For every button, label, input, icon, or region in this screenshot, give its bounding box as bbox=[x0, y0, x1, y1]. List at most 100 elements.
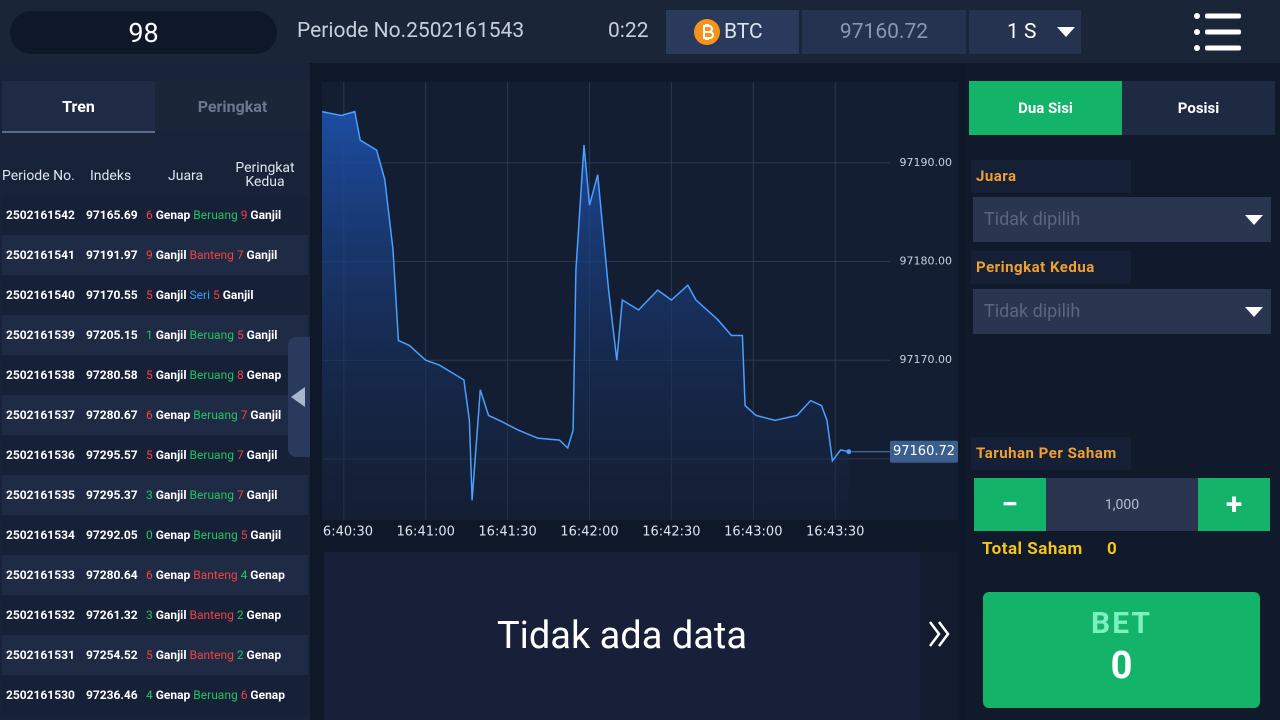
tab-posisi[interactable]: Posisi bbox=[1122, 81, 1275, 135]
y-tick-label: 97180.00 bbox=[900, 255, 953, 268]
current-price: 97160.72 bbox=[893, 444, 955, 459]
kedua-parity: Ganjil bbox=[246, 488, 278, 502]
x-tick-label: 16:41:30 bbox=[478, 525, 536, 540]
kedua-number: 6 bbox=[240, 688, 248, 702]
juara-parity: Ganjil bbox=[155, 368, 187, 382]
juara-trend: Beruang bbox=[193, 208, 238, 222]
juara-trend: Banteng bbox=[189, 248, 234, 262]
menu-button[interactable] bbox=[1193, 12, 1241, 52]
stake-label: Taruhan Per Saham bbox=[971, 437, 1131, 470]
juara: 9 Ganjil Banteng 7 Ganjil bbox=[146, 248, 277, 262]
price-line bbox=[322, 110, 849, 501]
juara-parity: Ganjil bbox=[155, 488, 187, 502]
index: 97295.37 bbox=[86, 488, 138, 502]
table-row: 2502161532 97261.32 3 Ganjil Banteng 2 Gen… bbox=[2, 595, 308, 635]
index: 97165.69 bbox=[86, 208, 138, 222]
expand-button[interactable] bbox=[920, 552, 958, 720]
juara-trend: Beruang bbox=[193, 688, 238, 702]
kedua-number: 2 bbox=[236, 648, 244, 662]
period-no: 2502161533 bbox=[6, 568, 75, 582]
trend-panel: Tren Peringkat Periode No. Indeks Juara … bbox=[0, 63, 310, 720]
column-header: Peringkat Kedua bbox=[235, 160, 295, 190]
juara-parity: Genap bbox=[155, 568, 191, 582]
placeholder: Tidak dipilih bbox=[984, 209, 1081, 230]
juara: 3 Ganjil Banteng 2 Genap bbox=[146, 608, 281, 622]
kedua-number: 8 bbox=[236, 368, 244, 382]
juara-number: 4 bbox=[146, 688, 153, 702]
bet-count: 0 bbox=[1110, 644, 1133, 688]
total-value: 0 bbox=[1107, 539, 1118, 559]
table-row: 2502161530 97236.46 4 Genap Beruang 6 Gena… bbox=[2, 675, 308, 715]
tab-dua-sisi[interactable]: Dua Sisi bbox=[969, 81, 1122, 135]
interval: 1 S bbox=[1007, 20, 1037, 44]
table-row: 2502161537 97280.67 6 Genap Beruang 7 Ganj… bbox=[2, 395, 308, 435]
y-tick-label: 97190.00 bbox=[900, 156, 953, 169]
column-header: Periode No. bbox=[2, 168, 75, 184]
table-row: 2502161534 97292.05 0 Genap Beruang 5 Ganj… bbox=[2, 515, 308, 555]
bet-panel: Dua Sisi Posisi Juara Tidak dipilih Peri… bbox=[965, 63, 1280, 720]
juara-number: 6 bbox=[146, 408, 153, 422]
coin: BTC bbox=[724, 20, 763, 44]
placeholder: Tidak dipilih bbox=[984, 301, 1081, 322]
bet-button[interactable]: BET 0 bbox=[983, 592, 1260, 708]
juara-parity: Genap bbox=[155, 408, 191, 422]
collapse-button[interactable] bbox=[288, 337, 310, 457]
kedua-parity: Genap bbox=[250, 688, 285, 702]
juara-select[interactable]: Tidak dipilih bbox=[973, 197, 1271, 242]
juara-trend: Beruang bbox=[189, 448, 234, 462]
juara-parity: Ganjil bbox=[155, 448, 187, 462]
kedua-select[interactable]: Tidak dipilih bbox=[973, 289, 1271, 334]
juara: 6 Genap Beruang 7 Ganjil bbox=[146, 408, 281, 422]
positions-panel: Tidak ada data bbox=[324, 552, 920, 720]
period-no: 2502161540 bbox=[6, 288, 75, 302]
period-no: 2502161532 bbox=[6, 608, 75, 622]
kedua-parity: Ganjil bbox=[222, 288, 254, 302]
minus-button[interactable]: − bbox=[974, 478, 1046, 531]
juara-number: 6 bbox=[146, 568, 153, 582]
dropdown-icon bbox=[1057, 27, 1075, 37]
juara: 5 Ganjil Beruang 8 Genap bbox=[146, 368, 281, 382]
juara: 3 Ganjil Beruang 7 Ganjil bbox=[146, 488, 277, 502]
coin-select[interactable]: BTC bbox=[666, 10, 799, 54]
juara-trend: Beruang bbox=[189, 488, 234, 502]
plus-button[interactable]: + bbox=[1198, 478, 1270, 531]
table-row: 2502161542 97165.69 6 Genap Beruang 9 Ganj… bbox=[2, 195, 308, 235]
index: 97205.15 bbox=[86, 328, 138, 342]
kedua-parity: Ganjil bbox=[250, 528, 282, 542]
juara-number: 1 bbox=[146, 328, 153, 342]
last-point bbox=[846, 449, 852, 455]
x-tick-label: 16:43:00 bbox=[724, 525, 782, 540]
juara-trend: Banteng bbox=[189, 648, 234, 662]
interval-select[interactable]: 1 S bbox=[969, 10, 1081, 54]
tab-tren[interactable]: Tren bbox=[2, 81, 155, 133]
table-row: 2502161535 97295.37 3 Ganjil Beruang 7 Gan… bbox=[2, 475, 308, 515]
tab-peringkat[interactable]: Peringkat bbox=[155, 81, 310, 131]
table-row: 2502161536 97295.57 5 Ganjil Beruang 7 Gan… bbox=[2, 435, 308, 475]
index: 97280.64 bbox=[86, 568, 138, 582]
stake-input[interactable]: 1,000 bbox=[1046, 478, 1198, 531]
kedua-label: Peringkat Kedua bbox=[971, 251, 1131, 284]
period-no: 2502161537 bbox=[6, 408, 75, 422]
juara-number: 5 bbox=[146, 288, 153, 302]
x-tick-label: 16:41:00 bbox=[397, 525, 455, 540]
price: 97160.72 bbox=[802, 10, 966, 54]
table-row: 2502161541 97191.97 9 Ganjil Banteng 7 Gan… bbox=[2, 235, 308, 275]
price-badge bbox=[890, 440, 958, 463]
kedua-number: 7 bbox=[236, 488, 244, 502]
period-no: 2502161542 bbox=[6, 208, 75, 222]
table-row: 2502161538 97280.58 5 Ganjil Beruang 8 Gen… bbox=[2, 355, 308, 395]
juara-number: 5 bbox=[146, 368, 153, 382]
kedua-number: 7 bbox=[240, 408, 248, 422]
kedua-parity: Ganjil bbox=[246, 328, 278, 342]
juara-parity: Ganjil bbox=[155, 288, 187, 302]
y-tick-label: 97170.00 bbox=[900, 353, 953, 366]
index: 97236.46 bbox=[86, 688, 138, 702]
index: 97280.58 bbox=[86, 368, 138, 382]
price-chart: 16:40:30 16:41:00 16:41:30 16:42:00 16:42:30… bbox=[322, 82, 958, 540]
juara: 5 Ganjil Banteng 2 Genap bbox=[146, 648, 281, 662]
juara-number: 3 bbox=[146, 608, 153, 622]
x-tick-label: 16:42:00 bbox=[560, 525, 618, 540]
juara-label: Juara bbox=[971, 160, 1131, 193]
kedua-parity: Ganjil bbox=[246, 248, 278, 262]
